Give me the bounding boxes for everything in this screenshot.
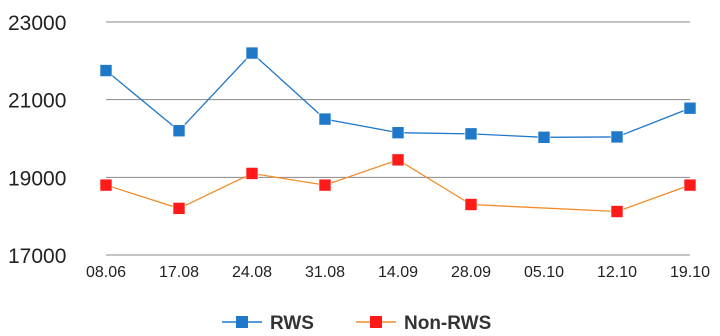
y-tick-label: 17000 <box>8 245 66 268</box>
data-point-rws <box>610 130 624 144</box>
grid-lines <box>106 21 690 256</box>
x-tick-label: 05.10 <box>524 264 564 281</box>
legend-label: Non-RWS <box>404 313 491 334</box>
data-point-non-rws <box>610 205 624 218</box>
legend-label: RWS <box>270 313 314 334</box>
y-tick-label: 23000 <box>8 12 66 35</box>
data-point-rws <box>464 127 478 141</box>
legend-item-non-rws: Non-RWS <box>356 313 491 334</box>
x-tick-label: 31.08 <box>305 264 345 281</box>
x-tick-label: 24.08 <box>232 264 272 281</box>
y-tick-label: 19000 <box>8 167 66 190</box>
data-point-rws <box>245 46 259 60</box>
data-point-non-rws <box>318 178 332 192</box>
x-tick-label: 12.10 <box>597 264 637 281</box>
series-line-non-rws <box>105 159 691 213</box>
data-point-rws <box>318 112 332 126</box>
y-tick-label: 21000 <box>8 90 66 113</box>
series-layer <box>99 46 697 218</box>
legend-item-rws: RWS <box>222 313 314 334</box>
data-point-rws <box>99 64 113 77</box>
data-point-non-rws <box>172 202 186 215</box>
legend-marker <box>370 316 382 328</box>
data-point-non-rws <box>683 178 697 192</box>
data-point-non-rws <box>391 153 405 167</box>
data-point-rws <box>683 101 697 115</box>
data-point-non-rws <box>464 198 478 211</box>
x-tick-label: 28.09 <box>451 264 491 281</box>
legend-marker <box>236 316 248 328</box>
x-tick-label: 19.10 <box>670 264 710 281</box>
legend: RWS Non-RWS <box>222 313 491 334</box>
x-tick-label: 17.08 <box>159 264 199 281</box>
x-tick-label: 08.06 <box>86 264 126 281</box>
data-point-rws <box>172 124 186 138</box>
data-point-non-rws <box>245 167 259 180</box>
y-axis: 23000 21000 19000 17000 <box>8 12 66 268</box>
x-tick-label: 14.09 <box>378 264 418 281</box>
series-line-rws <box>105 52 691 138</box>
data-point-non-rws <box>99 178 113 192</box>
data-point-rws <box>391 126 405 139</box>
x-axis: 08.06 17.08 24.08 31.08 14.09 28.09 05.10 12.10… <box>86 264 710 281</box>
data-point-rws <box>537 131 551 144</box>
